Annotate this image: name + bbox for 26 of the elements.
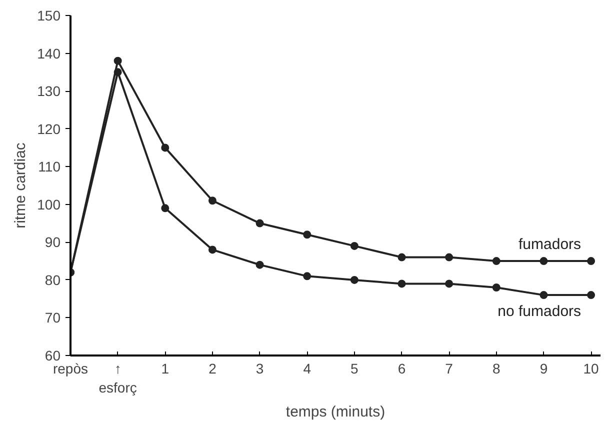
x-tick-label: 10 xyxy=(583,360,600,376)
y-tick-label: 140 xyxy=(37,45,61,62)
x-tick-label: 2 xyxy=(208,360,217,376)
x-tick-label: 5 xyxy=(350,360,359,376)
series-label: no fumadors xyxy=(498,303,582,320)
x-axis-title: temps (minuts) xyxy=(286,404,386,421)
x-tick-label: 3 xyxy=(256,360,264,376)
y-tick-label: 90 xyxy=(44,234,61,250)
y-tick-label: 100 xyxy=(37,196,61,212)
y-tick-label: 60 xyxy=(44,348,61,364)
x-tick-label: 8 xyxy=(492,360,500,376)
y-tick-label: 150 xyxy=(37,8,61,24)
y-tick-label: 120 xyxy=(37,120,61,137)
y-tick-label: 70 xyxy=(44,310,61,326)
x-tick-label: 9 xyxy=(540,360,548,376)
x-tick-label: 1 xyxy=(161,360,170,376)
series-label: fumadors xyxy=(518,236,582,254)
x-tick-label: repòs xyxy=(52,360,88,376)
x-tick-label: 4 xyxy=(303,360,312,376)
x-tick-label: 6 xyxy=(398,360,406,376)
x-tick-label: ↑ esforç xyxy=(98,360,137,396)
y-axis-title: ritme cardiac xyxy=(12,142,30,228)
y-tick-label: 80 xyxy=(44,272,61,288)
y-tick-label: 110 xyxy=(38,158,61,175)
x-tick-label: 7 xyxy=(445,360,454,376)
y-tick-label: 130 xyxy=(37,83,61,100)
